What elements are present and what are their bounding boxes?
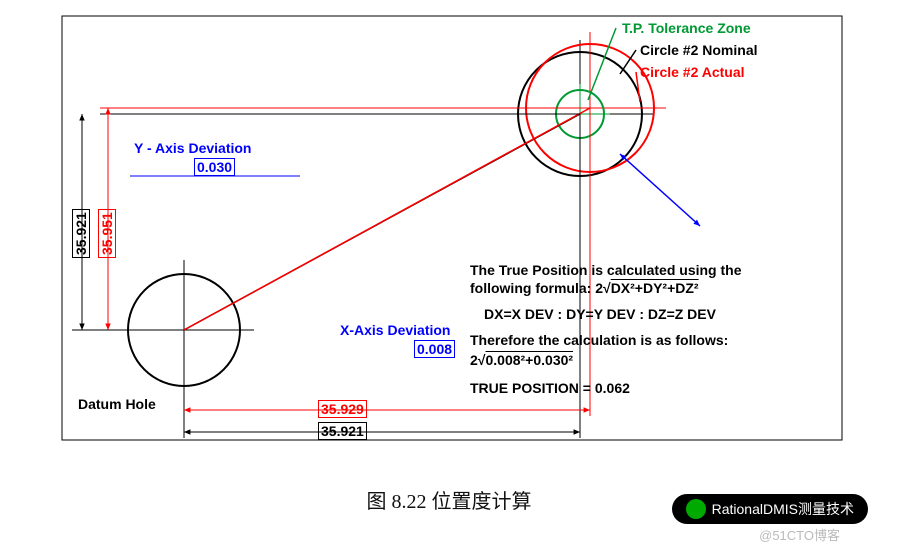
dimy-actual: 35.951: [98, 209, 116, 258]
leader-actual: Circle #2 Actual: [640, 64, 745, 80]
watermark-pill: RationalDMIS测量技术: [672, 494, 868, 524]
dimy-nominal: 35.921: [72, 209, 90, 258]
formula-l5: 2√0.008²+0.030²: [470, 352, 573, 368]
formula-l1: The True Position is calculated using th…: [470, 262, 742, 278]
x-dev-title: X-Axis Deviation: [340, 322, 450, 338]
dimx-actual: 35.929: [318, 400, 367, 418]
y-dev-value: 0.030: [194, 158, 235, 176]
formula-l4: Therefore the calculation is as follows:: [470, 332, 728, 348]
formula-l3: DX=X DEV : DY=Y DEV : DZ=Z DEV: [484, 306, 716, 322]
formula-l6: TRUE POSITION = 0.062: [470, 380, 630, 396]
y-dev-title: Y - Axis Deviation: [134, 140, 251, 156]
leader-nominal: Circle #2 Nominal: [640, 42, 758, 58]
formula-l2: following formula: 2√DX²+DY²+DZ²: [470, 280, 699, 296]
watermark-credit: @51CTO博客: [759, 525, 840, 544]
leader-tolzone: T.P. Tolerance Zone: [622, 20, 751, 36]
dimx-nominal: 35.921: [318, 422, 367, 440]
x-dev-value: 0.008: [414, 340, 455, 358]
datum-label: Datum Hole: [78, 396, 156, 412]
